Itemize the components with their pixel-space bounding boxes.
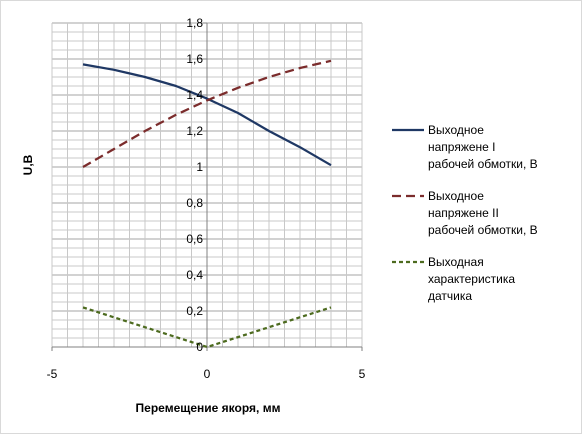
series-line-2 xyxy=(82,59,332,168)
x-tick-label: -5 xyxy=(47,367,58,381)
tick-labels: 0 0,2 0,4 0,6 0,8 1 1,2 1,4 1,6 1,8 -5 0 5 xyxy=(47,16,366,381)
legend-label-line: напряжене I xyxy=(428,140,496,154)
x-tick-label: 0 xyxy=(204,367,211,381)
legend-label-line: Выходное xyxy=(428,123,484,137)
y-tick-label: 0,6 xyxy=(186,232,203,246)
legend-entry-1: Выходное напряжене I рабочей обмотки, В xyxy=(392,123,538,171)
legend-label-line: рабочей обмотки, В xyxy=(428,157,538,171)
y-axis-title: U,В xyxy=(21,154,35,175)
y-tick-label: 1,2 xyxy=(186,124,203,138)
y-tick-label: 0,2 xyxy=(186,304,203,318)
legend-label-line: Выходная xyxy=(428,255,484,269)
series-line-3 xyxy=(82,306,332,349)
series-lines xyxy=(82,59,332,349)
legend-entry-3: Выходная характеристика датчика xyxy=(392,255,515,303)
y-tick-label: 1,8 xyxy=(186,16,203,30)
series-line-1 xyxy=(82,63,332,167)
legend-label-line: Выходное xyxy=(428,189,484,203)
y-tick-label: 0 xyxy=(196,340,203,354)
legend-entry-2: Выходное напряжене II рабочей обмотки, В xyxy=(392,189,538,237)
y-tick-label: 1,4 xyxy=(186,88,203,102)
y-tick-label: 0,4 xyxy=(186,268,203,282)
legend-label-line: напряжене II xyxy=(428,206,499,220)
y-tick-label: 1,6 xyxy=(186,52,203,66)
x-axis-title: Перемещение якоря, мм xyxy=(136,401,281,415)
y-tick-label: 1 xyxy=(196,160,203,174)
x-tick-label: 5 xyxy=(359,367,366,381)
legend-label-line: характеристика xyxy=(428,272,515,286)
axes xyxy=(51,22,363,351)
legend-label-line: датчика xyxy=(428,289,472,303)
legend-label-line: рабочей обмотки, В xyxy=(428,223,538,237)
y-tick-label: 0,8 xyxy=(186,196,203,210)
